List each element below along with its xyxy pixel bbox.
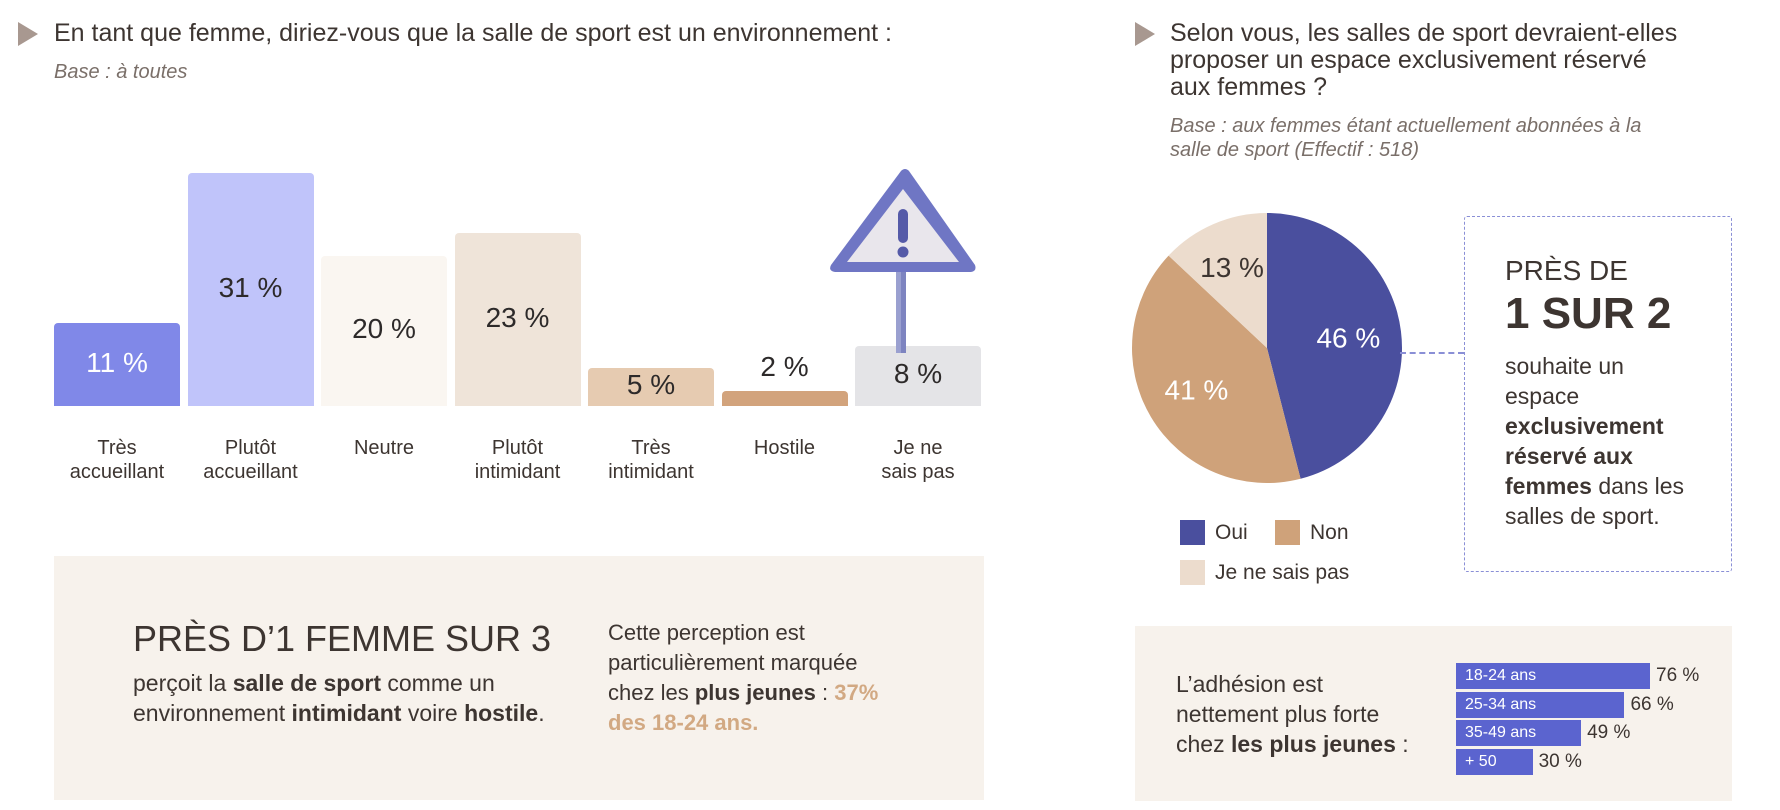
age-bar-category: + 50 <box>1465 752 1497 770</box>
age-bar-category: 18-24 ans <box>1465 667 1537 684</box>
legend-swatch-oui <box>1180 520 1205 545</box>
bar-category-label: Neutre <box>353 437 415 459</box>
pie-slice-nsp <box>1168 213 1267 348</box>
bar-category-label: Plutôt intimidant <box>474 437 561 483</box>
age-panel: L’adhésion est nettement plus forte chez… <box>1135 626 1732 801</box>
left-callout-panel: PRÈS D’1 FEMME SUR 3 perçoit la salle de… <box>54 556 984 800</box>
callout-text: perçoit la salle de sport comme un envir… <box>133 670 545 726</box>
pie-chart: 46 % 41 % 13 % <box>1132 213 1402 483</box>
bar-category-label: Très intimidant <box>608 437 694 483</box>
pie-value-label: 13 % <box>1200 252 1264 283</box>
bar-hostile <box>721 390 848 406</box>
legend-label-nsp: Je ne sais pas <box>1215 561 1350 584</box>
pie-value-label: 46 % <box>1316 323 1380 354</box>
age-bar-value: 49 % <box>1587 722 1631 743</box>
connector-line <box>1400 352 1464 354</box>
age-bar <box>1456 720 1582 746</box>
bar-value-label: 11 % <box>86 346 148 378</box>
callout-pres-de: PRÈS DE <box>1505 255 1628 286</box>
right-question-title: Selon vous, les salles de sport devraien… <box>1170 19 1678 101</box>
bar-category-label: Hostile <box>753 437 816 459</box>
bar-category-label: Je ne sais pas <box>881 437 955 483</box>
pie-slice-non <box>1132 255 1301 483</box>
age-bar-category: 25-34 ans <box>1465 695 1537 713</box>
pie-slice-oui <box>1267 213 1402 479</box>
callout-1-sur-2: 1 SUR 2 <box>1505 289 1672 338</box>
bar-value-label: 5 % <box>626 369 676 401</box>
bar-tres_accueillant <box>54 323 180 406</box>
age-bar-chart: 18-24 ans 76 % 25-34 ans 66 % 35-49 ans 49 % +… <box>1456 663 1716 783</box>
left-question-title: En tant que femme, diriez-vous que la sa… <box>54 19 892 47</box>
bar-category-label: Plutôt accueillant <box>203 437 298 483</box>
age-bar-value: 30 % <box>1538 750 1582 772</box>
bar-neutre <box>321 255 447 406</box>
bar-value-label: 20 % <box>352 312 416 344</box>
callout-description: souhaite un espace exclusivement réservé… <box>1505 353 1684 529</box>
bar-category-label: Très accueillant <box>69 437 165 483</box>
bar-tres_intimidant <box>588 368 714 406</box>
bar-value-label: 23 % <box>485 301 550 333</box>
bar-plutot_intimidant <box>454 233 581 406</box>
bar-value-label: 2 % <box>760 350 809 382</box>
environment-bar-chart: 11 % Très accueillant 31 % Plutôt accueillant… <box>0 0 1000 500</box>
age-bar-value: 66 % <box>1630 693 1674 715</box>
age-panel-text: L’adhésion est nettement plus forte chez… <box>1176 671 1409 757</box>
left-base-note: Base : à toutes <box>54 61 188 83</box>
callout-headline: PRÈS D’1 FEMME SUR 3 <box>133 618 552 659</box>
age-bar <box>1456 663 1650 689</box>
warning-sign-icon <box>830 169 976 353</box>
age-bar-category: 35-49 ans <box>1465 724 1537 741</box>
right-callout-box: PRÈS DE 1 SUR 2 souhaite un espace exclu… <box>1464 216 1732 572</box>
age-bar <box>1456 691 1625 718</box>
age-bar <box>1456 748 1533 775</box>
legend-label-non: Non <box>1310 521 1349 544</box>
bullet-triangle-icon <box>1135 22 1155 46</box>
bar-plutot_accueillant <box>187 173 314 406</box>
legend-swatch-nsp <box>1180 560 1205 585</box>
right-base-note: Base : aux femmes étant actuellement abo… <box>1170 115 1642 161</box>
bullet-triangle-icon <box>18 22 38 46</box>
bar-nsp <box>855 345 981 406</box>
age-bar-value: 76 % <box>1656 665 1700 686</box>
legend-swatch-non <box>1275 520 1300 545</box>
bar-value-label: 8 % <box>893 357 943 389</box>
pie-value-label: 41 % <box>1165 375 1229 406</box>
bar-value-label: 31 % <box>218 271 283 303</box>
legend-label-oui: Oui <box>1215 521 1248 544</box>
callout-note: Cette perception est particulièrement ma… <box>608 620 879 735</box>
